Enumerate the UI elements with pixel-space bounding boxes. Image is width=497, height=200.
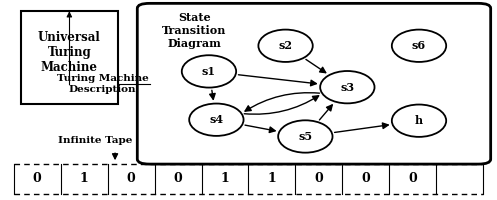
Ellipse shape [278,120,332,153]
Ellipse shape [258,30,313,62]
Text: 1: 1 [80,172,88,185]
Text: h: h [415,115,423,126]
Text: State
Transition
Diagram: State Transition Diagram [162,12,226,49]
Text: 0: 0 [33,172,42,185]
Text: Turing Machine: Turing Machine [57,74,149,83]
FancyBboxPatch shape [137,3,491,164]
Ellipse shape [392,30,446,62]
Text: s3: s3 [340,82,354,93]
Text: 0: 0 [173,172,182,185]
Text: 0: 0 [315,172,324,185]
Ellipse shape [320,71,375,103]
Text: 0: 0 [361,172,370,185]
Text: s6: s6 [412,40,426,51]
Text: 0: 0 [127,172,136,185]
Text: Universal
Turing
Machine: Universal Turing Machine [38,31,101,74]
Ellipse shape [182,55,236,88]
Text: 1: 1 [221,172,230,185]
Text: 0: 0 [409,172,417,185]
Ellipse shape [189,104,244,136]
Ellipse shape [392,105,446,137]
Text: s2: s2 [278,40,293,51]
Text: s4: s4 [209,114,224,125]
Text: Description: Description [69,85,137,94]
Text: Infinite Tape: Infinite Tape [58,136,133,145]
Text: s5: s5 [298,131,313,142]
Text: 1: 1 [267,172,276,185]
Text: s1: s1 [202,66,216,77]
FancyBboxPatch shape [21,11,117,104]
